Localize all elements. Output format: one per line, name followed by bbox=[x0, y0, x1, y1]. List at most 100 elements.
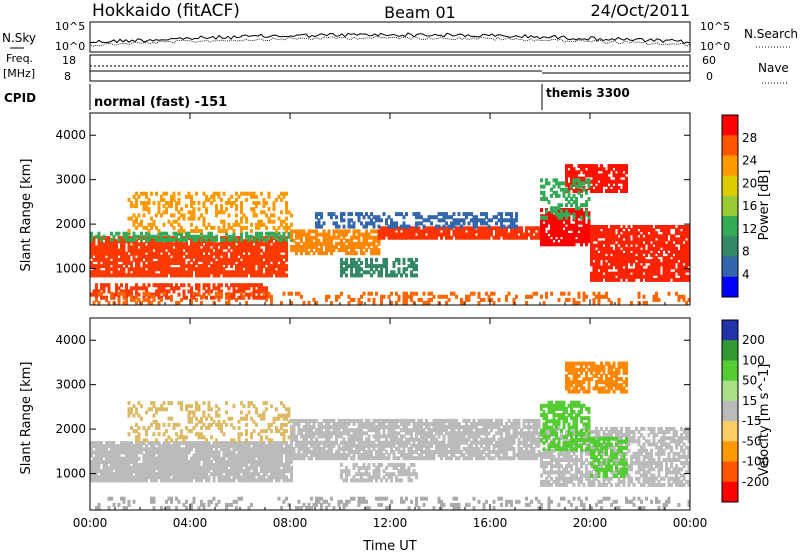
power-cell bbox=[228, 292, 231, 296]
power-cell bbox=[353, 298, 356, 302]
power-cell bbox=[190, 223, 193, 227]
power-cell bbox=[98, 232, 101, 236]
power-cell bbox=[148, 207, 151, 211]
velocity-cell bbox=[245, 429, 248, 433]
power-ytick-label: 4000 bbox=[55, 128, 86, 142]
power-cell bbox=[250, 292, 253, 296]
power-cell bbox=[200, 229, 203, 233]
velocity-cell bbox=[218, 414, 221, 418]
power-cell bbox=[580, 216, 583, 220]
power-cell bbox=[458, 212, 461, 216]
power-ytick-label: 2000 bbox=[55, 217, 86, 231]
power-cell bbox=[193, 201, 196, 205]
velocity-cell bbox=[140, 417, 143, 421]
freq-panel bbox=[90, 55, 690, 81]
power-cell bbox=[183, 283, 186, 287]
velocity-cell bbox=[180, 401, 183, 405]
velocity-cell bbox=[190, 404, 193, 408]
power-cell bbox=[190, 195, 193, 199]
power-cell bbox=[405, 273, 408, 277]
velocity-cell bbox=[233, 404, 236, 408]
velocity-cell bbox=[180, 429, 183, 433]
power-cell bbox=[390, 292, 393, 296]
noise-panel bbox=[90, 22, 690, 52]
power-cell bbox=[353, 221, 356, 225]
freq-unit-label: [MHz] bbox=[3, 67, 35, 80]
power-cell bbox=[225, 207, 228, 211]
power-cell bbox=[123, 292, 126, 296]
power-cell bbox=[535, 292, 538, 296]
power-cell bbox=[155, 192, 158, 196]
power-cell bbox=[588, 216, 591, 220]
power-cell bbox=[398, 295, 401, 299]
power-cell bbox=[340, 292, 343, 296]
nsearch-label: N.Search bbox=[744, 27, 798, 41]
power-cell bbox=[515, 212, 518, 216]
power-cell bbox=[183, 213, 186, 217]
power-cell bbox=[193, 292, 196, 296]
power-cell bbox=[545, 216, 548, 220]
power-cell bbox=[368, 298, 371, 302]
power-cell bbox=[263, 292, 266, 296]
power-cell bbox=[525, 301, 528, 305]
velocity-cell bbox=[245, 423, 248, 427]
power-cell bbox=[625, 177, 628, 181]
velocity-cell bbox=[290, 466, 293, 470]
power-cell bbox=[448, 298, 451, 302]
power-cell bbox=[223, 238, 226, 242]
power-cell bbox=[345, 273, 348, 277]
power-cell bbox=[153, 220, 156, 224]
power-cell bbox=[578, 301, 581, 305]
power-cell bbox=[483, 298, 486, 302]
velocity-cell bbox=[158, 423, 161, 427]
velocity-cell bbox=[210, 407, 213, 411]
power-cell bbox=[240, 201, 243, 205]
power-cell bbox=[408, 225, 411, 229]
velocity-cell bbox=[170, 417, 173, 421]
power-cell bbox=[208, 283, 211, 287]
power-cell bbox=[485, 212, 488, 216]
power-cell bbox=[643, 295, 646, 299]
power-cell bbox=[245, 217, 248, 221]
station-title: Hokkaido (fitACF) bbox=[92, 1, 240, 21]
velocity-cell bbox=[165, 407, 168, 411]
power-cell bbox=[118, 238, 121, 242]
power-cell bbox=[203, 217, 206, 221]
power-cell bbox=[610, 301, 613, 305]
power-cell bbox=[423, 225, 426, 229]
power-cell bbox=[285, 264, 288, 268]
power-cell bbox=[173, 226, 176, 230]
velocity-cell bbox=[163, 423, 166, 427]
cpid-right-text: themis 3300 bbox=[546, 86, 630, 100]
power-colorbar-label: Power [dB] bbox=[757, 170, 772, 241]
power-cell bbox=[473, 292, 476, 296]
power-cell bbox=[185, 204, 188, 208]
power-cell bbox=[118, 232, 121, 236]
power-cell bbox=[373, 298, 376, 302]
power-colorbar-tick-label: 4 bbox=[742, 267, 750, 281]
power-cell bbox=[178, 198, 181, 202]
power-cell bbox=[268, 192, 271, 196]
power-colorbar-segment bbox=[722, 176, 738, 197]
power-cell bbox=[265, 226, 268, 230]
power-cell bbox=[328, 229, 331, 233]
velocity-cell bbox=[138, 426, 141, 430]
power-cell bbox=[215, 204, 218, 208]
freq-tick-top: 18 bbox=[62, 54, 76, 67]
power-cell bbox=[568, 191, 571, 195]
power-colorbar-tick-label: 20 bbox=[742, 176, 757, 190]
power-cell bbox=[383, 295, 386, 299]
power-cell bbox=[405, 212, 408, 216]
power-cell bbox=[558, 298, 561, 302]
power-cell bbox=[285, 217, 288, 221]
power-cell bbox=[108, 283, 111, 287]
power-cell bbox=[323, 221, 326, 225]
power-colorbar-segment bbox=[722, 277, 738, 298]
power-cell bbox=[213, 226, 216, 230]
velocity-cell bbox=[128, 432, 131, 436]
power-cell bbox=[343, 218, 346, 222]
velocity-cell bbox=[135, 407, 138, 411]
velocity-cell bbox=[240, 410, 243, 414]
power-cell bbox=[300, 295, 303, 299]
